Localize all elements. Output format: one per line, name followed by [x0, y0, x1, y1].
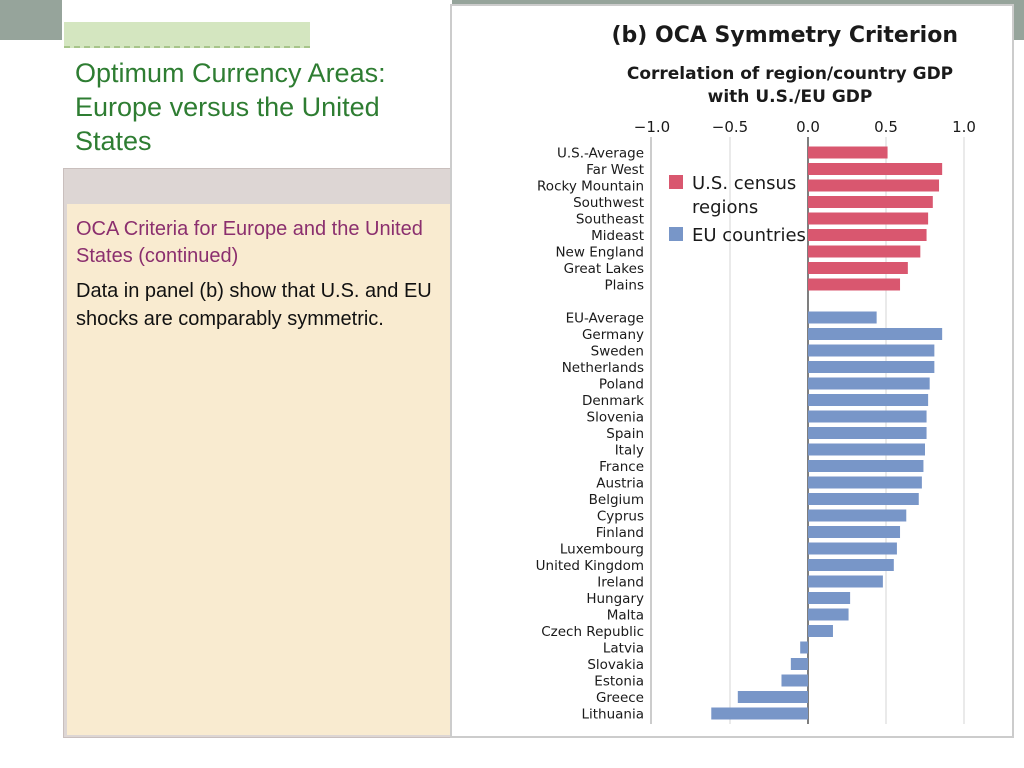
slide-body-text: Data in panel (b) show that U.S. and EU …: [76, 280, 432, 330]
bar: [808, 427, 927, 439]
bar: [808, 196, 933, 208]
bar: [808, 311, 877, 324]
category-label: U.S.-Average: [557, 146, 644, 162]
category-label: Sweden: [591, 344, 644, 360]
x-tick-label: 1.0: [952, 118, 976, 136]
category-label: Plains: [604, 278, 644, 294]
category-label: Finland: [596, 525, 644, 541]
bar: [808, 146, 888, 159]
bar: [808, 592, 851, 604]
category-label: Lithuania: [581, 707, 644, 723]
legend-label-us: U.S. census: [692, 173, 796, 194]
category-label: Southeast: [576, 212, 644, 228]
category-label: Belgium: [589, 492, 644, 508]
bar: [808, 542, 897, 555]
category-label: Poland: [599, 377, 644, 393]
chart-title: (b) OCA Symmetry Criterion: [611, 23, 958, 48]
bar: [808, 625, 833, 637]
legend-label-us-line-2: regions: [692, 197, 758, 218]
bar: [808, 410, 927, 423]
bar: [711, 707, 808, 720]
category-label: New England: [555, 245, 644, 261]
bar: [808, 476, 922, 489]
bar: [808, 559, 894, 571]
bar: [781, 674, 808, 687]
x-tick-label: 0.0: [796, 118, 820, 136]
bar: [808, 245, 921, 258]
oca-symmetry-chart: (b) OCA Symmetry Criterion Correlation o…: [536, 23, 976, 724]
category-label: Austria: [596, 476, 644, 492]
content-body: [67, 204, 451, 735]
bar: [808, 526, 901, 538]
slide-title: Optimum Currency Areas: Europe versus th…: [75, 58, 386, 156]
bar: [808, 509, 907, 522]
bar: [808, 212, 929, 225]
bar: [808, 344, 935, 357]
category-label: United Kingdom: [536, 558, 644, 574]
category-label: Rocky Mountain: [537, 179, 644, 195]
bar: [808, 493, 919, 505]
legend-label-eu: EU countries: [692, 225, 806, 246]
legend-swatch-us: [669, 175, 683, 189]
category-label: Slovakia: [587, 657, 644, 673]
x-tick-label: −0.5: [712, 118, 748, 136]
bar: [808, 163, 943, 175]
category-label: Luxembourg: [560, 542, 644, 558]
bar: [808, 575, 883, 588]
category-label: Malta: [607, 608, 644, 624]
category-label: Mideast: [591, 228, 644, 244]
category-label: Greece: [596, 690, 644, 706]
category-label: Estonia: [594, 674, 644, 690]
bar: [808, 460, 924, 472]
bar: [808, 262, 908, 274]
category-label: Far West: [586, 162, 644, 178]
bar: [808, 229, 927, 241]
bar: [808, 179, 940, 192]
bar: [808, 328, 943, 340]
category-label: Latvia: [603, 641, 644, 657]
chart-subtitle-line-2: with U.S./EU GDP: [708, 87, 873, 107]
bar: [808, 443, 925, 456]
category-label: Italy: [615, 443, 644, 459]
category-label: EU-Average: [566, 311, 644, 327]
category-label: France: [599, 459, 644, 475]
slide-subheading: OCA Criteria for Europe and the United S…: [76, 218, 423, 267]
category-label: Netherlands: [562, 360, 644, 376]
bar: [808, 608, 849, 621]
category-label: Spain: [606, 426, 644, 442]
bar: [808, 377, 930, 390]
bar: [800, 641, 808, 654]
category-label: Cyprus: [597, 509, 644, 525]
bar: [790, 658, 808, 670]
title-accent-tab: [64, 22, 310, 48]
bar: [737, 691, 808, 703]
category-label: Germany: [582, 327, 644, 343]
figure-panel: (b) OCA Symmetry Criterion Correlation o…: [450, 4, 1014, 738]
category-label: Denmark: [582, 393, 644, 409]
bar: [808, 361, 935, 373]
category-label: Hungary: [586, 591, 644, 607]
x-tick-label: 0.5: [874, 118, 898, 136]
category-label: Southwest: [573, 195, 644, 211]
category-label: Czech Republic: [541, 624, 644, 640]
bar: [808, 394, 929, 406]
category-label: Great Lakes: [564, 261, 644, 277]
chart-subtitle-line-1: Correlation of region/country GDP: [627, 64, 953, 84]
category-label: Slovenia: [587, 410, 644, 426]
bar: [808, 278, 901, 291]
legend-swatch-eu: [669, 227, 683, 241]
category-label: Ireland: [597, 575, 644, 591]
x-tick-label: −1.0: [634, 118, 670, 136]
